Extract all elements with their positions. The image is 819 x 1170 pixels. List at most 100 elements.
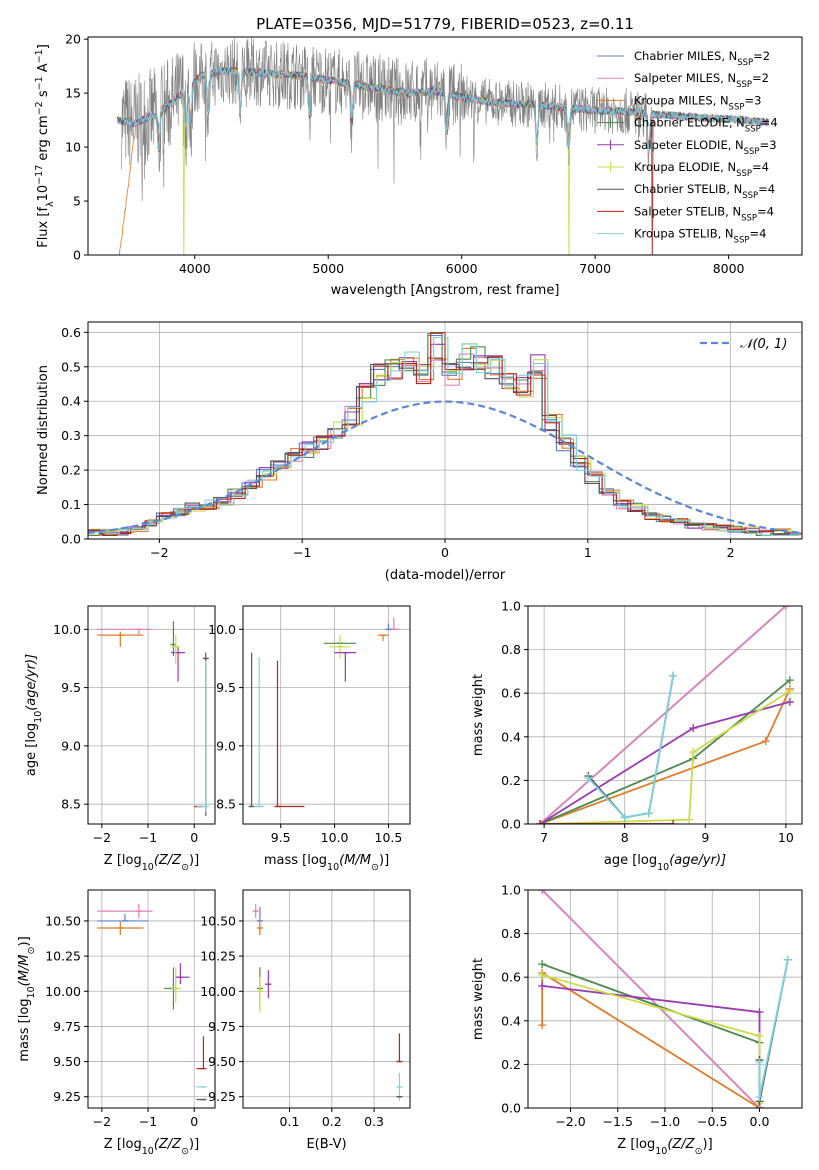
x-tick-label: 9 <box>701 830 709 845</box>
y-tick-label: 9.25 <box>53 1089 81 1104</box>
weight-marker-k_elodie <box>685 815 694 824</box>
age_z-y-axis-label: age [log10(age/yr)] <box>24 654 44 776</box>
y-tick-label: 9.0 <box>216 738 236 753</box>
weight-marker-s_miles <box>781 606 790 610</box>
y-tick-label: 0.8 <box>501 926 521 941</box>
age_z-x-axis-label-part: 10 <box>142 862 154 873</box>
weight-marker-k_elodie <box>689 748 698 757</box>
mass_z-y-axis-label-part: mass [log <box>17 998 32 1061</box>
figure-title: PLATE=0356, MJD=51779, FIBERID=0523, z=0… <box>256 15 634 33</box>
x-tick-label: 1 <box>584 545 592 560</box>
legend-label-k_miles: Kroupa MILES, NSSP=3 <box>634 93 761 112</box>
y-tick-label: 1.0 <box>501 599 521 614</box>
legend-label-text: Salpeter STELIB, N <box>634 204 741 218</box>
legend-label-sub: SSP <box>729 102 745 112</box>
residuals-x-axis-label: (data-model)/error <box>385 568 506 583</box>
mass_ebv-x-axis-label: E(B-V) <box>306 1137 346 1152</box>
residual-histogram-s_stelib <box>88 332 802 536</box>
weight-marker-k_stelib <box>755 1093 764 1102</box>
mass_z-x-axis-label-part: Z [log <box>104 1137 142 1152</box>
legend-label-n: =2 <box>753 49 770 63</box>
weight-marker-s_elodie <box>755 1008 764 1017</box>
age_mass-x-axis-label: mass [log10(M/M⊙)] <box>264 853 389 873</box>
legend-label-sub: SSP <box>734 236 750 246</box>
weight-marker-k_miles <box>538 1021 547 1030</box>
mass_z-y-axis-label-part: )] <box>17 936 32 946</box>
residuals-panel: −2 −1 0 1 2 0.0 0.1 0.2 0.3 0.4 0.5 0.6 𝒩(0, 1) (data… <box>36 321 803 583</box>
y-tick-label: 8.5 <box>61 797 81 812</box>
axes-frame <box>87 36 803 256</box>
weight_age-x-axis-label-part: (age/yr)] <box>669 853 726 868</box>
mass_z-y-axis-label-part: ⊙ <box>26 947 37 955</box>
y-tick-label: 0.6 <box>501 686 521 701</box>
spectrum-y-axis-label: Flux [fλ10−17 erg cm−2 s−1 A−1] <box>34 44 56 248</box>
axes-frame <box>87 889 216 1109</box>
age_z-plot-area <box>97 621 209 816</box>
weight_z-y-axis-label: mass weight <box>471 958 486 1040</box>
residuals-y-axis-label: Normed distribution <box>36 365 51 495</box>
weight-marker-k_stelib <box>584 774 593 783</box>
spectrum-x-axis-label: wavelength [Angstrom, rest frame] <box>331 283 560 298</box>
y-tick-label: 0.6 <box>61 325 81 340</box>
legend-label-n: =3 <box>760 138 777 152</box>
legend-label-text: Salpeter MILES, N <box>634 71 736 85</box>
spectrum-y-axis-label-part: −17 <box>34 165 45 185</box>
legend-label-sub: SSP <box>736 80 752 90</box>
x-tick-label: −2 <box>93 1114 111 1129</box>
y-tick-label: 10.50 <box>200 913 236 928</box>
legend-label-c_elodie: Chabrier ELODIE, NSSP=4 <box>634 116 778 135</box>
legend-label-c_miles: Chabrier MILES, NSSP=2 <box>634 49 770 68</box>
mass_ebv-plot-area <box>252 904 403 1101</box>
mass_z-x-axis-label-part: 10 <box>142 1146 154 1157</box>
age_z-y-axis-label-part: 10 <box>33 711 44 723</box>
weight_age-y-axis-label: mass weight <box>471 674 486 756</box>
legend-label-k_elodie: Kroupa ELODIE, NSSP=4 <box>634 160 769 179</box>
x-tick-label: 0.0 <box>750 1114 770 1129</box>
age_mass-x-axis-label-part: (M/M <box>339 853 371 868</box>
y-tick-label: 1.0 <box>501 883 521 898</box>
weight-marker-s_elodie <box>785 697 794 706</box>
y-tick-label: 10.00 <box>200 984 236 999</box>
legend-label-n: =4 <box>752 160 769 174</box>
legend-label-c_stelib: Chabrier STELIB, NSSP=4 <box>634 182 775 201</box>
x-tick-label: 0 <box>190 830 198 845</box>
mass_z-x-axis-label: Z [log10(Z/Z⊙)] <box>104 1137 199 1157</box>
legend-label-n: =3 <box>744 93 761 107</box>
y-tick-label: 10 <box>65 140 81 155</box>
x-tick-label: 10.5 <box>375 830 403 845</box>
y-tick-label: 9.50 <box>208 1054 236 1069</box>
x-tick-label: −1 <box>139 1114 157 1129</box>
weight-line-k_miles <box>541 971 760 1108</box>
x-tick-label: 8000 <box>713 261 745 276</box>
weight-marker-c_elodie <box>785 676 794 685</box>
y-tick-label: 0.0 <box>501 817 521 832</box>
legend-label-sub: SSP <box>737 58 753 68</box>
y-tick-label: 0.0 <box>61 532 81 547</box>
legend-label-sub: SSP <box>745 125 761 135</box>
y-tick-label: 20 <box>65 32 81 47</box>
y-tick-label: 9.0 <box>61 738 81 753</box>
y-tick-label: 9.50 <box>53 1054 81 1069</box>
y-tick-label: 9.25 <box>208 1089 236 1104</box>
spectrum-panel: 4000 5000 6000 7000 8000 0 5 10 15 20 Chabrier MIL… <box>34 32 803 298</box>
weight-line-k_elodie <box>540 690 791 824</box>
y-tick-label: 0.5 <box>61 359 81 374</box>
x-tick-label: 9.5 <box>271 830 291 845</box>
spectrum-y-axis-label-part: −2 <box>34 101 45 115</box>
axes-frame <box>87 321 803 540</box>
axes-frame <box>242 889 411 1109</box>
weight-marker-k_stelib <box>620 813 629 822</box>
y-tick-label: 15 <box>65 86 81 101</box>
age_z-x-axis-label-part: )] <box>189 853 199 868</box>
y-tick-label: 0.6 <box>501 970 521 985</box>
y-tick-label: 10.25 <box>45 949 81 964</box>
y-tick-label: 0.2 <box>501 1057 521 1072</box>
spectrum-y-axis-label-part: ] <box>36 44 51 49</box>
legend-label-n: =4 <box>757 204 774 218</box>
x-tick-label: 0.1 <box>280 1114 300 1129</box>
age_z-x-axis-label-part: ⊙ <box>181 862 189 873</box>
weight_age-x-axis-label: age [log10(age/yr)] <box>604 853 726 873</box>
y-tick-label: 10.50 <box>45 913 81 928</box>
legend-label-n: =2 <box>752 71 769 85</box>
